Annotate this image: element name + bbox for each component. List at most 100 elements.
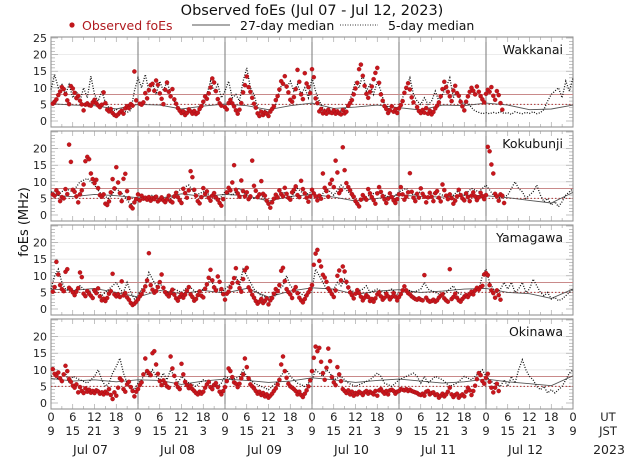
- observed-point: [220, 196, 226, 202]
- y-tick-label: 15: [33, 159, 47, 172]
- observed-point: [179, 361, 184, 367]
- observed-point: [393, 200, 398, 206]
- observed-point: [65, 191, 70, 197]
- observed-point: [77, 270, 83, 275]
- observed-point: [286, 90, 291, 95]
- observed-point: [202, 286, 208, 291]
- observed-point: [462, 394, 467, 399]
- observed-point: [375, 65, 380, 71]
- observed-point: [295, 290, 300, 296]
- observed-point: [483, 192, 489, 198]
- y-tick-label: 20: [33, 331, 47, 344]
- observed-point: [298, 178, 304, 184]
- observed-point: [376, 80, 382, 86]
- observed-point: [110, 176, 115, 182]
- observed-point: [139, 291, 144, 297]
- observed-point: [181, 186, 186, 192]
- observed-point: [309, 282, 315, 288]
- observed-point: [141, 100, 146, 105]
- observed-point: [61, 288, 66, 294]
- observed-point: [184, 195, 190, 200]
- observed-point: [170, 366, 175, 371]
- observed-point: [61, 372, 66, 377]
- observed-point: [211, 190, 217, 196]
- x-tick-label-jst: 15: [65, 424, 80, 438]
- observed-point: [338, 278, 344, 283]
- observed-point: [295, 67, 300, 73]
- observed-point: [119, 378, 124, 383]
- observed-point: [240, 276, 246, 282]
- observed-point: [74, 194, 79, 199]
- observed-point: [414, 191, 420, 197]
- observed-point: [376, 290, 382, 295]
- observed-point: [81, 108, 86, 113]
- y-tick-label: 20: [33, 237, 47, 250]
- observed-point: [204, 96, 210, 102]
- observed-point: [126, 379, 132, 385]
- observed-point: [57, 282, 63, 288]
- observed-point: [478, 372, 483, 378]
- observed-point: [65, 266, 70, 272]
- y-tick-label: 0: [40, 115, 47, 128]
- x-tick-label-jst: 21: [87, 424, 102, 438]
- observed-point: [385, 392, 391, 397]
- observed-point: [322, 377, 327, 383]
- station-panel-yamagawa: 0 5 10 15 20 Yamagawa: [33, 224, 574, 316]
- observed-point: [266, 302, 271, 307]
- observed-point: [402, 90, 407, 96]
- observed-point: [126, 195, 132, 201]
- observed-point: [320, 171, 326, 176]
- observed-point: [141, 288, 146, 293]
- observed-point: [492, 97, 498, 103]
- observed-point: [458, 99, 463, 104]
- x-tick-label-ut: 6: [243, 410, 250, 424]
- observed-point: [492, 295, 498, 300]
- observed-point: [472, 383, 478, 388]
- station-label: Wakkanai: [503, 42, 563, 57]
- observed-point: [438, 94, 443, 99]
- observed-point: [193, 296, 199, 302]
- observed-point: [297, 194, 302, 200]
- observed-point: [349, 97, 355, 103]
- observed-point: [201, 295, 206, 300]
- observed-point: [244, 364, 250, 370]
- observed-point: [338, 378, 344, 384]
- observed-point: [135, 386, 141, 392]
- observed-point: [139, 380, 144, 385]
- observed-point: [153, 194, 159, 199]
- observed-point: [487, 379, 492, 385]
- observed-point: [293, 86, 298, 92]
- observed-point: [409, 95, 414, 100]
- observed-point: [462, 108, 467, 113]
- observed-point: [237, 107, 242, 112]
- observed-point: [164, 197, 170, 202]
- observed-point: [132, 394, 137, 399]
- observed-point: [266, 113, 271, 119]
- observed-point: [224, 190, 230, 195]
- observed-point: [179, 200, 184, 206]
- observed-point: [166, 193, 172, 198]
- observed-point: [315, 198, 320, 203]
- observed-point: [248, 194, 253, 199]
- y-tick-label: 15: [33, 253, 47, 266]
- observed-point: [394, 110, 400, 116]
- observed-point: [103, 100, 108, 106]
- observed-point: [445, 89, 451, 95]
- observed-point: [331, 184, 337, 190]
- observed-point: [375, 393, 380, 398]
- observed-point: [242, 356, 248, 361]
- observed-point: [344, 279, 349, 285]
- observed-point: [471, 88, 476, 94]
- observed-point: [298, 92, 304, 97]
- observed-point: [173, 101, 179, 106]
- observed-point: [306, 384, 311, 389]
- observed-point: [336, 268, 342, 273]
- observed-point: [353, 86, 358, 91]
- observed-point: [206, 379, 211, 385]
- observed-point: [108, 106, 114, 112]
- observed-point: [94, 290, 99, 296]
- observed-point: [159, 272, 164, 277]
- observed-point: [77, 192, 83, 197]
- y-tick-label: 20: [33, 143, 47, 156]
- observed-point: [246, 84, 251, 90]
